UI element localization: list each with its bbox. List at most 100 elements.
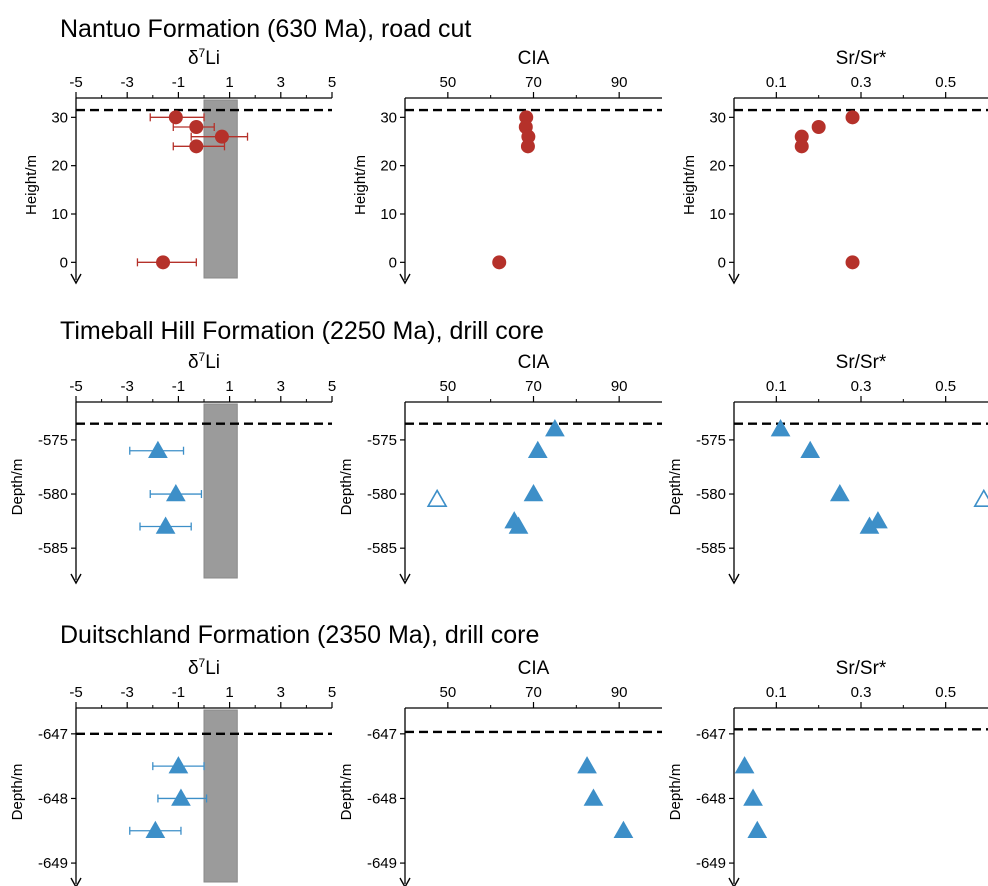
x-tick-label: 70 (525, 684, 542, 701)
y-axis-arrow (70, 877, 82, 886)
row-title-duitschland: Duitschland Formation (2350 Ma), drill c… (60, 621, 539, 649)
y-tick-label: -648 (38, 790, 68, 807)
data-point (743, 788, 763, 806)
panel-timeball-cia: CIA 50 70 90 -575 -580 -585 Depth/m (338, 352, 662, 585)
y-tick-label: -649 (367, 855, 397, 872)
y-tick-label: 30 (51, 109, 68, 126)
data-point (811, 120, 826, 134)
y-tick-label: -585 (38, 540, 68, 557)
y-tick-label: 10 (380, 206, 397, 223)
y-tick-label: -575 (38, 432, 68, 449)
y-axis-arrow (399, 877, 411, 886)
data-point (527, 440, 548, 458)
x-tick-label: 1 (225, 378, 233, 395)
y-axis-arrow (399, 273, 411, 285)
data-point (492, 255, 507, 270)
data-point (794, 139, 809, 154)
data-point (577, 756, 597, 774)
x-tick-label: -1 (172, 74, 185, 91)
y-axis-arrow (728, 573, 740, 585)
y-tick-label: 30 (709, 109, 726, 126)
y-tick-label: 20 (51, 158, 68, 175)
y-tick-label: -649 (696, 855, 726, 872)
panel-duitschland-cia: CIA 50 70 90 -647 -648 -649 Depth/m (338, 658, 662, 886)
x-tick-label: 3 (277, 74, 285, 91)
y-tick-label: 20 (380, 158, 397, 175)
x-tick-label: -5 (69, 378, 82, 395)
data-point (829, 484, 850, 502)
x-tick-label: -3 (121, 684, 134, 701)
y-tick-label: -575 (696, 432, 726, 449)
y-axis-arrow (70, 273, 82, 285)
panel-nantuo-cia: CIA 50 70 90 0 10 20 30 Height/m (352, 48, 662, 285)
reference-band (203, 99, 238, 279)
x-axis-label: δ7Li (188, 46, 220, 69)
data-point (845, 110, 860, 125)
x-tick-label: 50 (439, 378, 456, 395)
data-point (168, 110, 183, 125)
x-tick-label: 1 (225, 74, 233, 91)
data-point (545, 419, 565, 437)
data-point (145, 820, 166, 839)
data-point (168, 756, 189, 774)
y-tick-label: 10 (709, 206, 726, 223)
y-tick-label: -647 (38, 726, 68, 743)
y-axis-arrow (70, 573, 82, 585)
y-tick-label: 0 (389, 254, 397, 271)
x-axis-label: δ7Li (188, 350, 220, 373)
panel-duitschland-sr: Sr/Sr* 0.1 0.3 0.5 -647 -648 -649 Depth/m (667, 658, 988, 886)
x-axis-label: Sr/Sr* (836, 48, 887, 69)
data-point (770, 419, 791, 437)
x-tick-label: 5 (328, 74, 336, 91)
reference-band (203, 709, 238, 883)
y-tick-label: 0 (60, 254, 68, 271)
x-tick-label: 0.5 (935, 378, 956, 395)
y-axis-arrow (728, 877, 740, 886)
data-point (800, 440, 821, 458)
x-axis-label: Sr/Sr* (836, 658, 887, 679)
data-point (156, 255, 171, 270)
x-tick-label: -3 (121, 378, 134, 395)
y-tick-label: -647 (696, 726, 726, 743)
x-axis-label: CIA (518, 48, 550, 69)
y-tick-label: 30 (380, 109, 397, 126)
y-tick-label: -649 (38, 855, 68, 872)
x-tick-label: 1 (225, 684, 233, 701)
x-tick-label: 0.3 (851, 74, 872, 91)
x-tick-label: -5 (69, 74, 82, 91)
y-axis-label: Depth/m (9, 459, 26, 516)
x-tick-label: 0.1 (766, 378, 787, 395)
x-tick-label: 0.1 (766, 684, 787, 701)
y-tick-label: -585 (696, 540, 726, 557)
panel-duitschland-li: δ7Li -5 -3 -1 1 3 5 -647 -648 -649 Depth/m (9, 656, 336, 886)
x-tick-label: 90 (611, 684, 628, 701)
y-axis-label: Depth/m (338, 459, 355, 516)
y-tick-label: 0 (718, 254, 726, 271)
panel-timeball-li: δ7Li -5 -3 -1 1 3 5 -575 -580 -585 Depth/m (9, 350, 336, 585)
row-title-nantuo: Nantuo Formation (630 Ma), road cut (60, 15, 471, 43)
data-point (171, 788, 191, 806)
y-tick-label: -580 (367, 486, 397, 503)
row-title-timeball: Timeball Hill Formation (2250 Ma), drill… (60, 317, 544, 345)
x-tick-label: -1 (172, 684, 185, 701)
data-point (859, 516, 880, 534)
data-point (520, 139, 535, 154)
data-point (189, 120, 204, 134)
x-axis-label: δ7Li (188, 656, 220, 679)
y-tick-label: -575 (367, 432, 397, 449)
x-tick-label: -3 (121, 74, 134, 91)
y-axis-label: Height/m (23, 155, 40, 215)
x-tick-label: 5 (328, 378, 336, 395)
y-axis-label: Depth/m (338, 764, 355, 821)
y-tick-label: 10 (51, 206, 68, 223)
x-axis-label: CIA (518, 352, 550, 373)
data-point (155, 516, 176, 534)
x-tick-label: 5 (328, 684, 336, 701)
x-tick-label: 50 (439, 684, 456, 701)
data-point (794, 129, 809, 144)
y-axis-label: Height/m (681, 155, 698, 215)
data-point-hollow (426, 488, 448, 508)
data-point (165, 484, 186, 502)
